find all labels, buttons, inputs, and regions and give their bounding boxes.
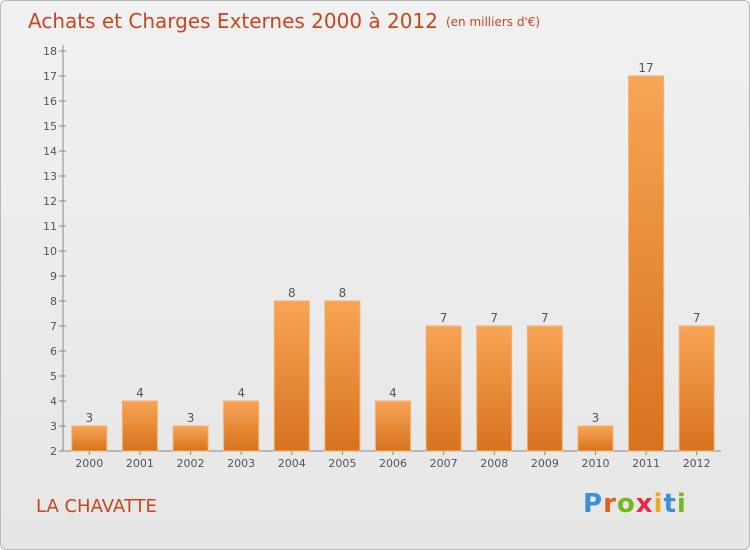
logo-letter: r: [603, 489, 617, 519]
y-tick-label: 3: [50, 420, 57, 433]
y-tick-label: 11: [43, 220, 57, 233]
y-tick-label: 17: [43, 70, 57, 83]
bar: [121, 400, 158, 452]
bar-value-label: 4: [136, 386, 144, 400]
y-tick-label: 12: [43, 195, 57, 208]
logo-letter: x: [635, 489, 654, 519]
x-tick-label: 2001: [126, 457, 154, 470]
y-tick-label: 13: [43, 170, 57, 183]
axes: 2 3 4 5 6 7 8 9 10 11 12 13 14 15 16 17 18 2000 2001 2002 20…: [43, 45, 721, 470]
bar: [324, 300, 361, 452]
x-tick-label: 2005: [328, 457, 356, 470]
y-tick-label: 16: [43, 95, 57, 108]
logo-letter: t: [663, 489, 677, 519]
x-tick-label: 2002: [177, 457, 205, 470]
bar: [678, 325, 715, 452]
value-labels: 3 4 3 4 8 8 4 7 7 7 3 17 7: [85, 61, 700, 425]
y-tick-label: 9: [50, 270, 57, 283]
bar: [223, 400, 260, 452]
y-tick-label: 7: [50, 320, 57, 333]
bar-value-label: 8: [339, 286, 347, 300]
x-tick-label: 2011: [632, 457, 660, 470]
chart-unit: (en milliers d'€): [445, 15, 541, 29]
logo-letter: P: [583, 489, 604, 519]
y-tick-label: 10: [43, 245, 57, 258]
bar-value-label: 7: [693, 311, 701, 325]
y-tick-label: 4: [50, 395, 57, 408]
x-tick-label: 2000: [75, 457, 103, 470]
chart-title-text: Achats et Charges Externes 2000 à 2012: [28, 9, 438, 33]
y-tick-label: 15: [43, 120, 57, 133]
bar-value-label: 8: [288, 286, 296, 300]
bar-value-label: 4: [389, 386, 397, 400]
x-tick-label: 2012: [683, 457, 711, 470]
proxiti-logo: Proxiti: [583, 489, 687, 519]
chart-title: Achats et Charges Externes 2000 à 2012 (e…: [28, 9, 540, 33]
bar: [273, 300, 310, 452]
y-tick-label: 5: [50, 370, 57, 383]
y-tick-label: 18: [43, 45, 57, 58]
logo-letter: o: [616, 489, 636, 519]
bar-value-label: 4: [237, 386, 245, 400]
x-tick-label: 2004: [278, 457, 306, 470]
bar-value-label: 17: [638, 61, 653, 75]
logo-letter: i: [676, 489, 687, 519]
bar-value-label: 7: [541, 311, 549, 325]
y-tick-label: 2: [50, 445, 57, 458]
x-tick-label: 2008: [480, 457, 508, 470]
x-tick-label: 2006: [379, 457, 407, 470]
bar: [476, 325, 513, 452]
bar: [425, 325, 462, 452]
bar: [526, 325, 563, 452]
commune-name: LA CHAVATTE: [36, 496, 157, 517]
x-tick-label: 2003: [227, 457, 255, 470]
bar-value-label: 7: [490, 311, 498, 325]
bar: [628, 75, 665, 452]
y-tick-label: 6: [50, 345, 57, 358]
bar: [71, 425, 108, 452]
logo-letter: i: [653, 489, 664, 519]
y-tick-label: 14: [43, 145, 57, 158]
x-tick-label: 2010: [581, 457, 609, 470]
bar: [375, 400, 411, 452]
bar: [172, 425, 209, 452]
x-tick-label: 2009: [531, 457, 559, 470]
bar: [577, 425, 614, 452]
y-tick-label: 8: [50, 295, 57, 308]
bar-value-label: 3: [85, 411, 93, 425]
x-tick-label: 2007: [430, 457, 458, 470]
bar-value-label: 3: [592, 411, 600, 425]
bar-value-label: 3: [187, 411, 195, 425]
bar-value-label: 7: [440, 311, 448, 325]
bars: [71, 75, 715, 452]
